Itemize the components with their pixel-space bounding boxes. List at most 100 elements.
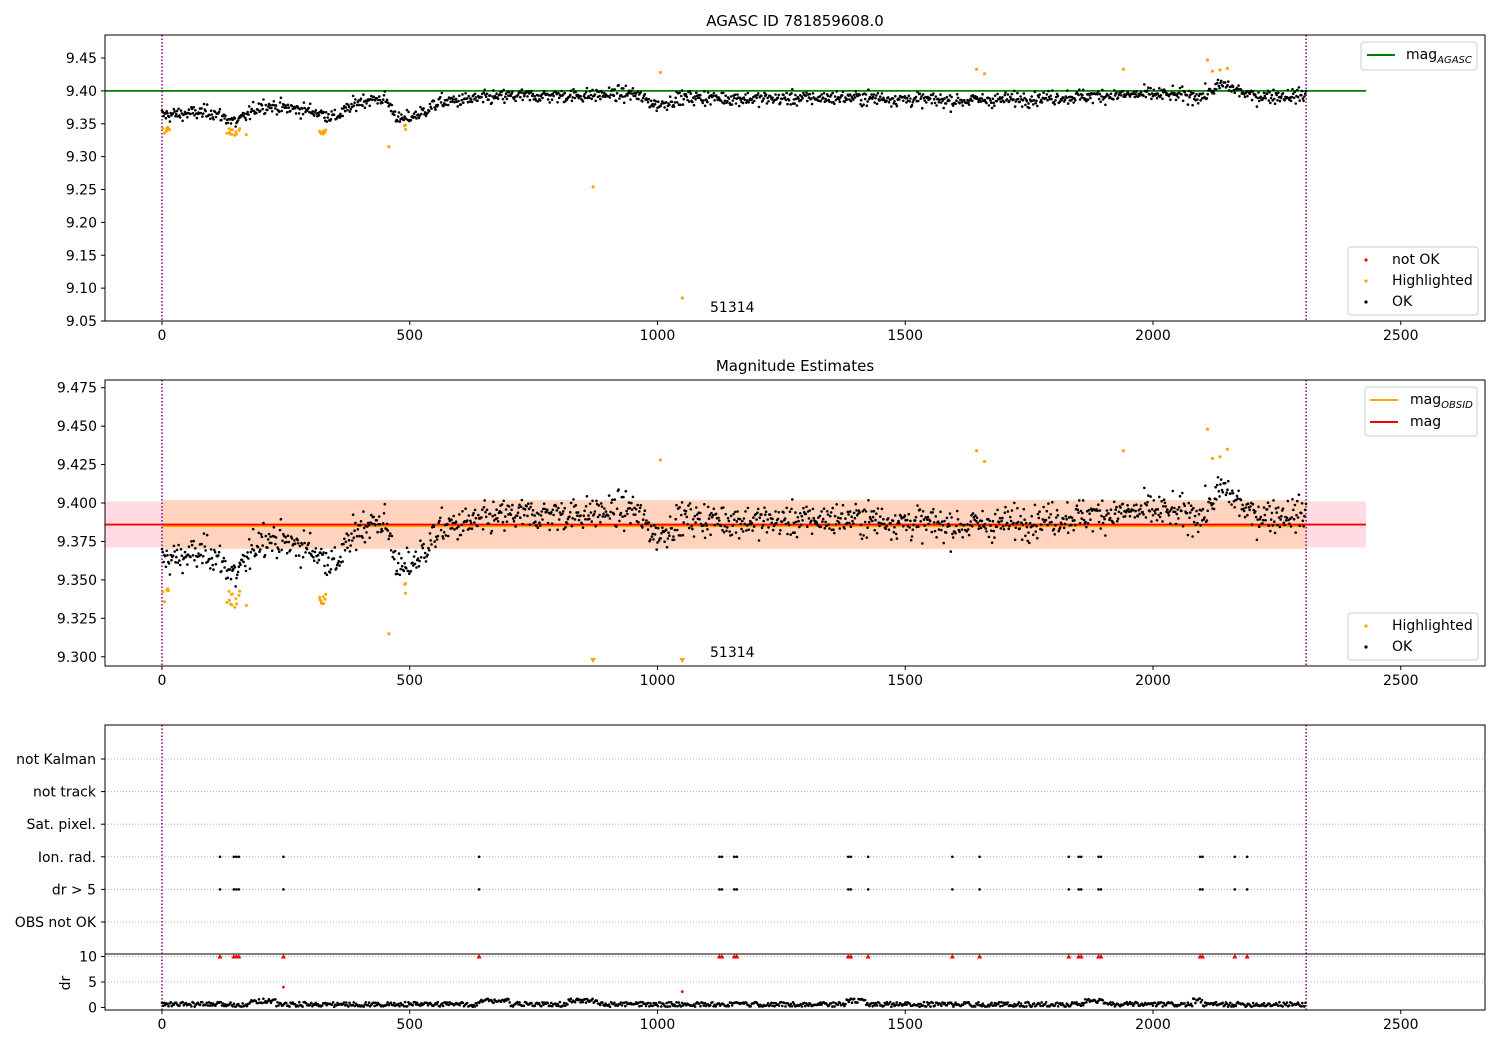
ok-point — [562, 527, 566, 531]
ok-point — [1170, 91, 1174, 95]
ok-point — [416, 557, 420, 560]
dr-point — [298, 1000, 301, 1004]
dr-point — [397, 1002, 400, 1006]
ok-point — [347, 534, 350, 537]
dr-point — [1132, 1004, 1135, 1007]
ok-point — [890, 105, 893, 108]
ok-point — [324, 571, 327, 575]
ok-point — [680, 513, 683, 517]
ok-point — [1091, 101, 1095, 105]
ok-point — [1028, 106, 1031, 110]
ok-point — [887, 528, 891, 531]
dr-point — [926, 1001, 929, 1004]
ok-point — [643, 92, 647, 96]
ok-point — [412, 564, 415, 567]
ok-point — [647, 97, 651, 101]
ok-point — [1265, 508, 1269, 511]
ok-point — [1047, 89, 1050, 93]
dr-point — [843, 1004, 846, 1008]
ok-point — [397, 111, 401, 114]
ok-point — [701, 529, 704, 533]
ok-point — [687, 100, 691, 103]
ok-point — [1050, 97, 1053, 101]
ok-point — [829, 514, 832, 518]
dr-point — [870, 1001, 873, 1005]
ok-point — [905, 96, 909, 100]
ok-point — [804, 512, 808, 516]
ok-point — [1018, 100, 1022, 104]
ok-point — [561, 510, 565, 513]
ok-point — [537, 512, 540, 516]
ok-point — [190, 543, 194, 547]
y-tick-label: 9.375 — [57, 534, 97, 550]
ok-point — [170, 558, 173, 562]
ok-point — [1100, 95, 1103, 98]
ok-point — [285, 111, 289, 114]
ok-point — [1148, 510, 1152, 513]
ok-point — [948, 94, 952, 97]
ok-point — [450, 526, 454, 530]
ok-point — [484, 515, 488, 519]
ok-point — [780, 520, 784, 523]
ok-point — [1169, 522, 1172, 525]
dr-point — [192, 1001, 195, 1005]
ok-point — [845, 98, 849, 101]
ok-point — [515, 514, 519, 517]
ok-point — [319, 551, 322, 554]
ok-point — [439, 516, 442, 520]
dr-point — [1162, 1001, 1166, 1005]
ok-point — [382, 512, 386, 515]
ok-point — [450, 100, 454, 103]
ok-point — [413, 562, 417, 566]
ok-point — [737, 104, 741, 108]
ok-point — [684, 93, 688, 96]
ok-point — [332, 557, 336, 560]
ok-point — [617, 83, 620, 87]
dr-point — [542, 1003, 545, 1006]
ok-point — [424, 560, 428, 563]
dr-point — [890, 1005, 893, 1008]
highlighted-point — [227, 598, 231, 602]
ok-point — [742, 96, 746, 99]
ok-point — [465, 519, 469, 522]
ok-point — [849, 99, 853, 103]
ok-point — [688, 502, 692, 505]
ok-point — [1174, 98, 1178, 102]
ok-point — [428, 532, 432, 535]
ok-point — [461, 510, 464, 513]
ok-point — [349, 544, 353, 547]
ok-point — [1241, 503, 1244, 507]
ok-point — [810, 97, 813, 100]
ok-point — [1158, 495, 1161, 499]
dr-point — [961, 1003, 965, 1006]
ok-point — [296, 538, 299, 542]
panel-agasc-y-axis: 9.059.109.159.209.259.309.359.409.45 — [66, 51, 105, 330]
ok-point — [1273, 97, 1276, 101]
ok-point — [851, 519, 854, 523]
ok-point — [763, 506, 766, 510]
dr-point — [198, 1003, 202, 1007]
x-tick-label: 2500 — [1383, 328, 1419, 344]
ok-point — [841, 90, 845, 94]
ok-point — [824, 520, 827, 524]
ok-point — [1254, 510, 1257, 513]
dr-point — [332, 1005, 336, 1008]
ok-point — [387, 537, 391, 541]
ok-point — [462, 529, 465, 532]
ok-point — [444, 103, 448, 106]
ok-point — [1160, 499, 1163, 503]
dr-point — [781, 1004, 784, 1008]
ok-point — [374, 523, 377, 527]
ok-point — [820, 510, 823, 513]
ok-point — [487, 98, 490, 101]
ok-point — [481, 508, 484, 512]
ok-point — [1258, 517, 1262, 521]
ok-point — [267, 532, 271, 536]
ok-point — [570, 524, 574, 528]
ok-point — [1002, 528, 1006, 531]
ok-point — [804, 94, 808, 97]
dr-point — [1281, 1005, 1284, 1008]
ok-point — [284, 104, 288, 107]
dr-point — [391, 1003, 395, 1007]
